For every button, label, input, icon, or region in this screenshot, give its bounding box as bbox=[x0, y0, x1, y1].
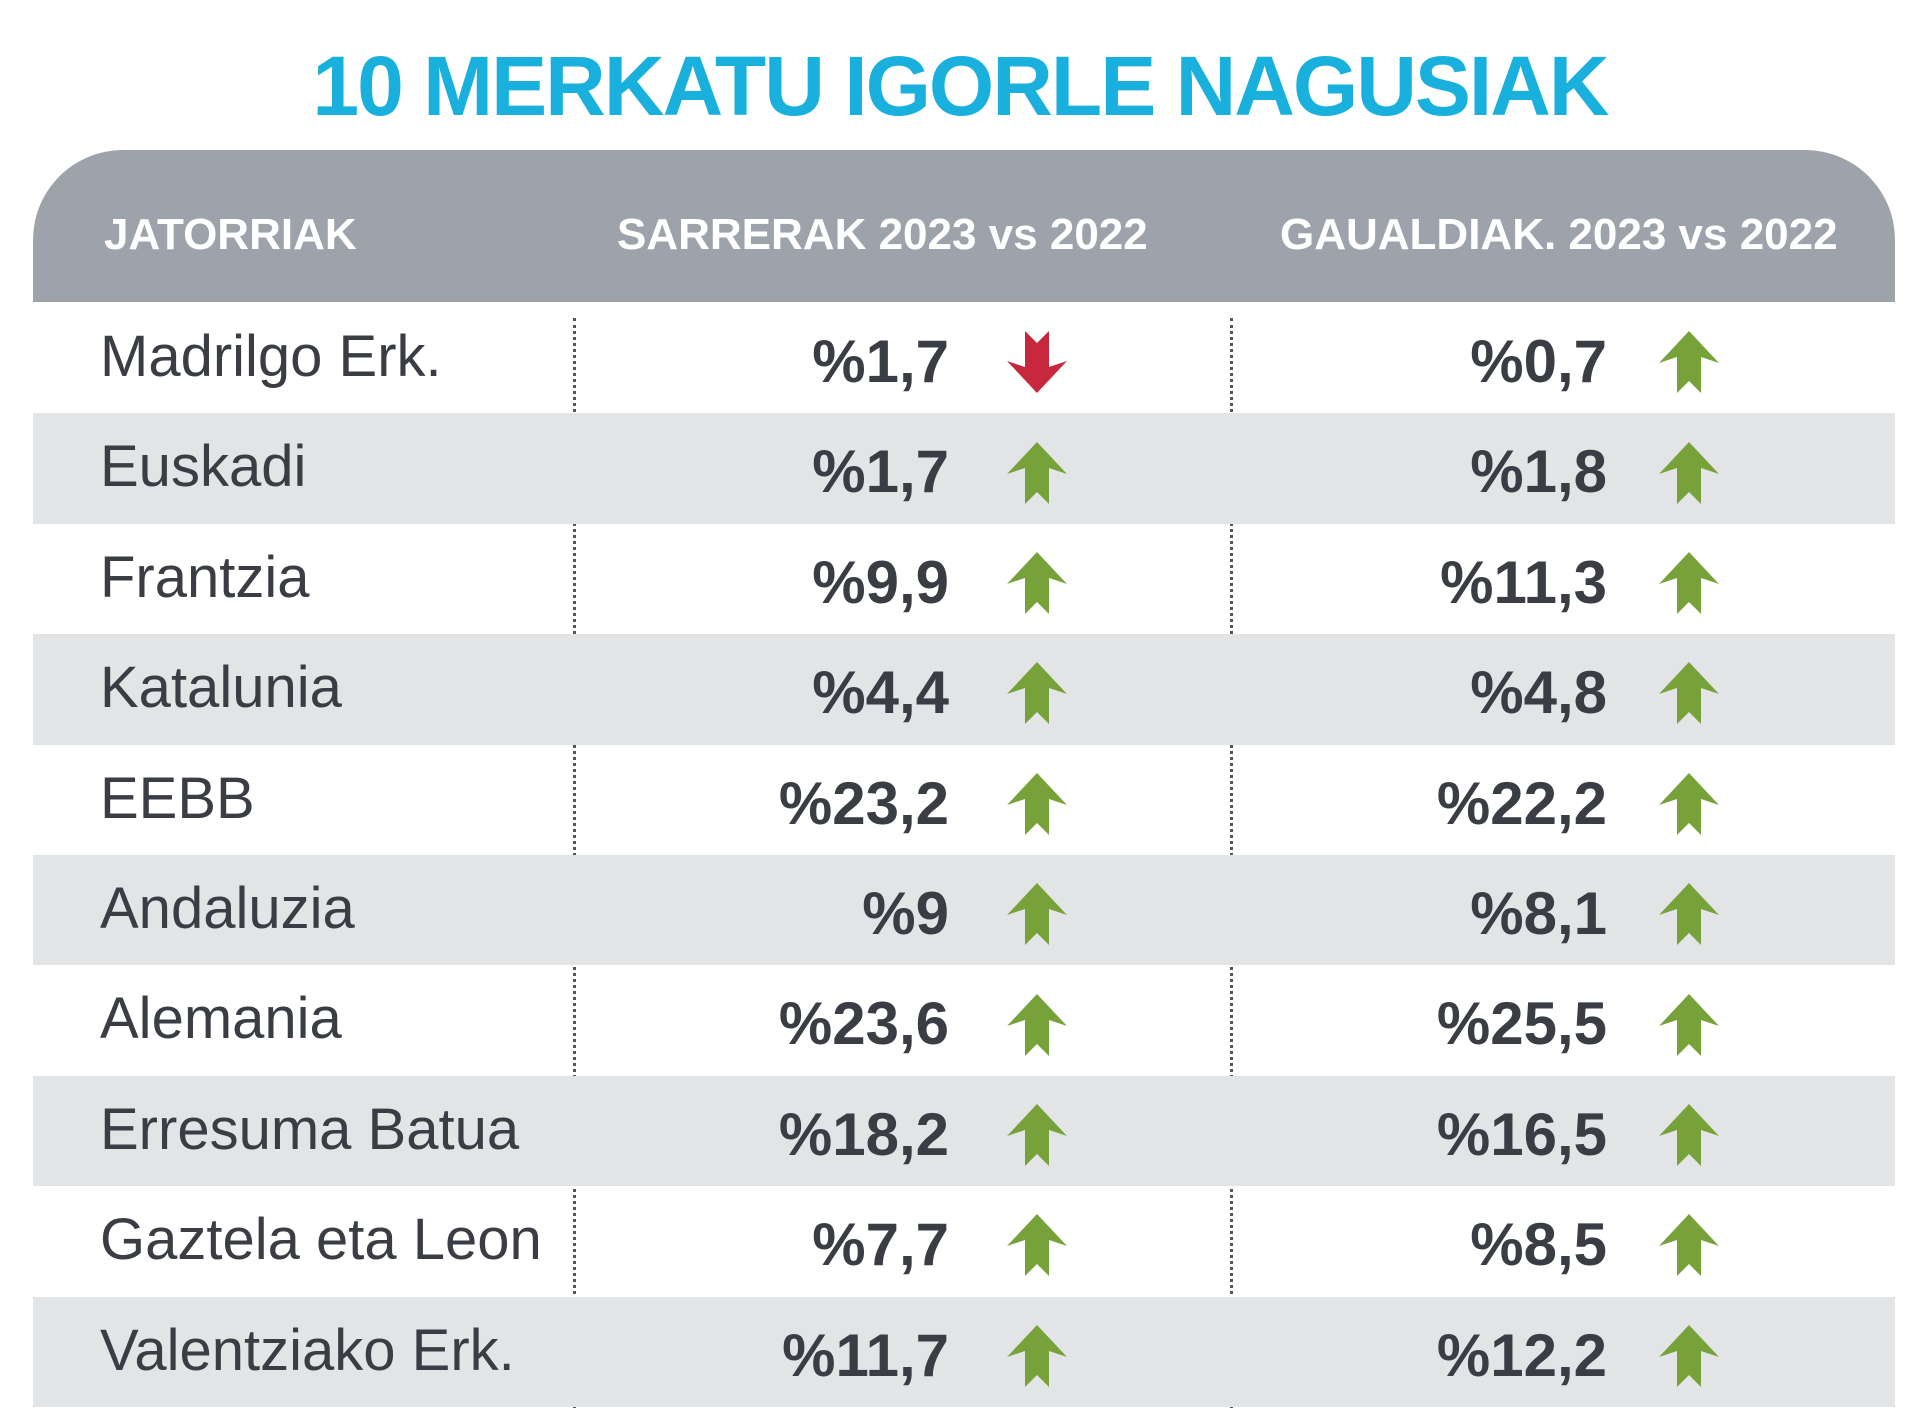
arrow-shape bbox=[1659, 331, 1719, 394]
trend-arrow bbox=[1659, 1214, 1719, 1277]
trend-arrow bbox=[1659, 441, 1719, 504]
trend-arrow bbox=[1659, 552, 1719, 614]
origin: Alemania bbox=[100, 986, 342, 1052]
entries-value: %1,7 bbox=[812, 438, 949, 506]
arrow-shape bbox=[1007, 993, 1067, 1056]
entries-value: %11,7 bbox=[782, 1321, 949, 1389]
trend-arrow bbox=[1659, 883, 1719, 946]
nights-value: %16,5 bbox=[1436, 1100, 1607, 1168]
trend-arrow bbox=[1007, 993, 1067, 1056]
column-header: SARRERAK 2023 vs 2022 bbox=[617, 210, 1148, 259]
origin: Gaztela eta Leon bbox=[100, 1207, 542, 1273]
trend-arrow bbox=[1007, 331, 1067, 394]
trend-arrow bbox=[1007, 662, 1067, 725]
arrow-shape bbox=[1659, 993, 1719, 1056]
nights-value: %1,8 bbox=[1470, 438, 1607, 506]
arrow-shape bbox=[1659, 1324, 1719, 1387]
nights-value: %22,2 bbox=[1436, 769, 1607, 837]
arrow-shape bbox=[1007, 1324, 1067, 1387]
trend-arrow bbox=[1659, 1324, 1719, 1387]
arrow-shape bbox=[1007, 1104, 1067, 1166]
trend-arrow bbox=[1007, 1214, 1067, 1277]
entries-value: %18,2 bbox=[778, 1100, 949, 1168]
arrow-shape bbox=[1007, 1214, 1067, 1277]
entries-value: %4,4 bbox=[812, 659, 949, 727]
table-header bbox=[33, 150, 1895, 302]
origin: Euskadi bbox=[100, 434, 307, 500]
trend-arrow bbox=[1659, 1104, 1719, 1166]
table-row bbox=[33, 1296, 1895, 1407]
arrow-shape bbox=[1007, 552, 1067, 614]
arrow-shape bbox=[1659, 1214, 1719, 1277]
entries-value: %1,7 bbox=[812, 328, 949, 395]
title: 10 MERKATU IGORLE NAGUSIAK bbox=[312, 39, 1609, 133]
origin: Frantzia bbox=[100, 544, 310, 610]
table-row bbox=[33, 524, 1895, 634]
nights-value: %12,2 bbox=[1436, 1321, 1607, 1389]
entries-value: %7,7 bbox=[812, 1211, 949, 1279]
trend-arrow bbox=[1007, 1324, 1067, 1387]
table-row bbox=[33, 634, 1895, 745]
trend-arrow bbox=[1007, 441, 1067, 504]
nights-value: %25,5 bbox=[1436, 990, 1607, 1058]
arrow-shape bbox=[1007, 883, 1067, 946]
trend-arrow bbox=[1659, 993, 1719, 1056]
arrow-shape bbox=[1659, 772, 1719, 835]
trend-arrow bbox=[1007, 1104, 1067, 1166]
trend-arrow bbox=[1659, 772, 1719, 835]
nights-value: %8,1 bbox=[1470, 880, 1607, 947]
nights-value: %0,7 bbox=[1470, 328, 1607, 395]
table-row bbox=[33, 855, 1895, 966]
arrow-shape bbox=[1659, 441, 1719, 504]
origin: Erresuma Batua bbox=[100, 1096, 520, 1162]
entries-value: %9,9 bbox=[812, 548, 949, 616]
nights-value: %8,5 bbox=[1470, 1211, 1607, 1279]
arrow-shape bbox=[1007, 331, 1067, 394]
arrow-shape bbox=[1659, 1104, 1719, 1166]
nights-value: %4,8 bbox=[1470, 659, 1607, 727]
entries-value: %9 bbox=[862, 880, 949, 947]
column-header: GAUALDIAK. 2023 vs 2022 bbox=[1280, 210, 1838, 259]
origin: Andaluzia bbox=[100, 876, 355, 941]
nights-value: %11,3 bbox=[1440, 548, 1607, 616]
origin: Madrilgo Erk. bbox=[100, 324, 442, 389]
arrow-shape bbox=[1007, 441, 1067, 504]
origin: Valentziako Erk. bbox=[100, 1317, 515, 1383]
arrow-shape bbox=[1007, 772, 1067, 835]
trend-arrow bbox=[1007, 883, 1067, 946]
trend-arrow bbox=[1007, 772, 1067, 835]
table-row bbox=[33, 413, 1895, 524]
trend-arrow bbox=[1007, 552, 1067, 614]
entries-value: %23,6 bbox=[778, 990, 949, 1058]
table-row bbox=[33, 1075, 1895, 1187]
table-row bbox=[33, 745, 1895, 855]
arrow-shape bbox=[1007, 662, 1067, 725]
trend-arrow bbox=[1659, 662, 1719, 725]
trend-arrow bbox=[1659, 331, 1719, 394]
origin: Katalunia bbox=[100, 655, 342, 721]
arrow-shape bbox=[1659, 552, 1719, 614]
arrow-shape bbox=[1659, 883, 1719, 946]
entries-value: %23,2 bbox=[778, 769, 949, 837]
arrow-shape bbox=[1659, 662, 1719, 725]
origin: EEBB bbox=[100, 765, 255, 831]
column-header: JATORRIAK bbox=[104, 210, 357, 259]
